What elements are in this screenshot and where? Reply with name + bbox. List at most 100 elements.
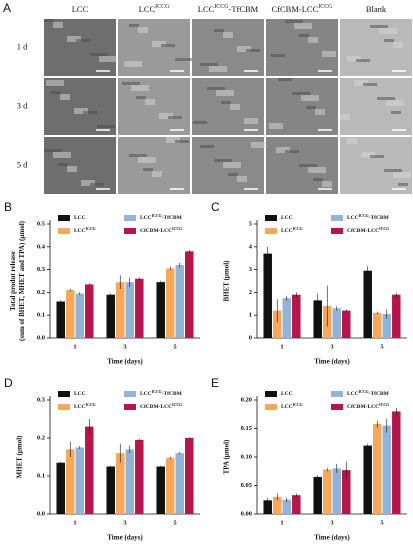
texture [347,56,361,62]
bar [75,293,85,338]
legend-swatch [331,228,343,234]
name-text: LCC [281,215,293,221]
name-text: Blank [366,4,387,14]
texture [207,87,225,90]
bar [165,268,175,338]
superscript: ICCG [293,227,303,231]
texture [136,96,146,99]
texture [306,106,316,109]
texture [67,166,77,172]
texture [370,155,384,158]
legend-label: CfCBM-LCCICCG [347,403,389,410]
panel-letter: A [3,1,11,15]
x-axis-label: Time (days) [314,358,350,366]
superscript: ICCG [379,227,389,231]
legend-label: CfCBM-LCCICCG [140,403,182,410]
bar [292,495,301,514]
panel-letter: B [4,200,12,214]
x-tick-label: 5 [173,519,177,526]
x-tick-label: 5 [380,519,384,526]
texture [285,150,299,153]
sem-image [44,137,116,194]
texture [46,80,64,86]
x-tick-label: 3 [123,519,127,526]
texture [193,121,207,124]
x-tick-label: 1 [73,519,76,526]
legend-swatch [265,228,277,234]
texture [138,27,148,33]
bar [85,284,94,338]
texture [370,25,388,28]
bar [392,411,401,514]
legend-label: LCC [74,215,86,221]
texture [152,41,166,47]
name-text: LCC [74,215,86,221]
bar [185,251,194,338]
y-tick-label: 0.3 [37,396,46,403]
bar [282,499,292,514]
texture [67,36,81,42]
texture [214,29,224,32]
legend-label: CfCBM-LCCICCG [140,227,182,234]
texture [166,137,180,143]
y-axis-label: MHET (μmol) [16,435,24,479]
texture [81,180,95,186]
superscript: ICCG [318,4,333,10]
y-tick-label: 1 [249,312,252,319]
texture [175,140,189,143]
bar [363,270,372,338]
name-text: CfCBM-LCC [347,228,379,234]
legend-swatch [124,215,136,221]
texture [363,83,377,86]
y-tick-label: 0.20 [241,396,252,403]
texture [393,42,403,48]
legend-label: LCC [74,391,86,397]
bar [363,445,372,514]
texture [44,19,54,22]
column-header: LCC [72,4,89,14]
texture [143,168,153,171]
texture [138,157,156,163]
name-suffix: -TfCBM [162,391,183,397]
texture [315,109,325,115]
bar [156,466,165,514]
name-text: CfCBM-LCC [140,404,172,410]
bar [56,462,65,514]
texture [76,39,90,42]
y-tick-label: 5 [249,220,253,227]
texture [308,167,326,173]
name-suffix: -TfCBM [369,215,390,221]
superscript: ICCG [359,390,369,394]
texture [356,59,370,62]
bar [332,468,342,514]
sem-image [44,19,116,76]
texture [251,142,265,148]
texture [145,99,155,105]
bar [292,294,301,338]
sem-image [118,19,190,76]
bar [135,278,144,338]
bar [272,496,282,514]
texture [90,183,104,186]
x-tick-label: 3 [330,519,334,526]
superscript: ICCG [293,403,303,407]
panel-letter: C [211,200,220,214]
y-tick-label: 0.10 [241,453,252,460]
sem-image [118,137,190,194]
texture [161,44,175,47]
x-tick-label: 3 [123,343,127,350]
superscript: ICCG [152,214,162,218]
texture [44,149,62,152]
name-text: LCC [198,4,215,14]
legend-swatch [124,391,136,397]
bar [125,449,135,514]
superscript: ICCG [172,227,182,231]
name-text: LCC [72,4,89,14]
bar [372,312,382,338]
y-axis-label: TPA (μmol) [223,439,231,474]
bar [115,282,125,338]
x-axis-label: Time (days) [314,534,350,542]
x-tick-label: 1 [280,519,283,526]
texture [347,138,357,144]
y-tick-label: 0.1 [37,472,45,479]
